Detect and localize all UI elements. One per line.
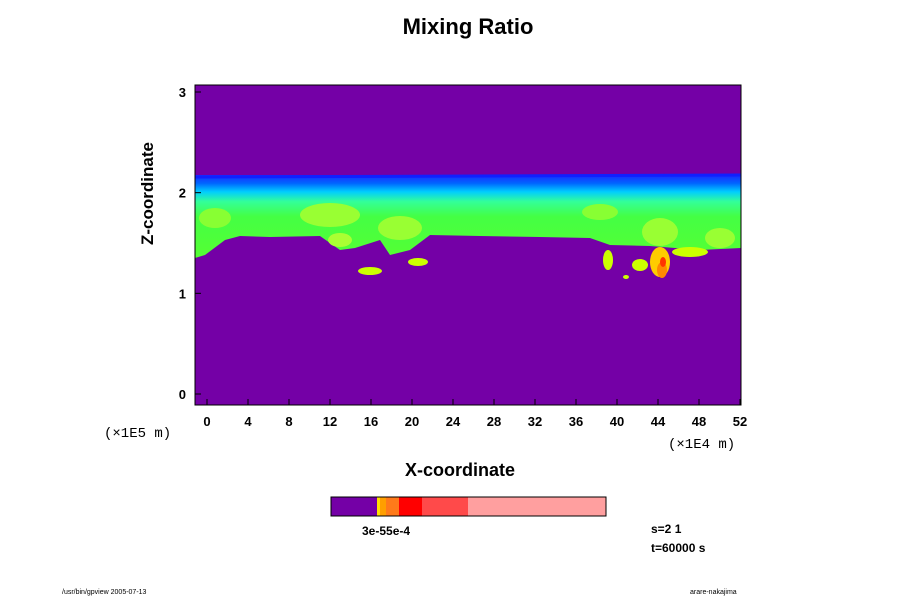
x-tick-label: 8 (285, 414, 292, 429)
colorbar-swatch (331, 497, 377, 516)
x-axis-ticks: 0 4 8 12 16 20 24 28 32 36 40 44 48 52 (203, 399, 747, 429)
x-tick-label: 12 (323, 414, 337, 429)
y-axis-label: Z-coordinate (138, 142, 157, 245)
x-tick-label: 16 (364, 414, 378, 429)
x-tick-label: 24 (446, 414, 461, 429)
x-tick-label: 28 (487, 414, 501, 429)
y-tick-label: 3 (179, 85, 186, 100)
chart-title: Mixing Ratio (402, 14, 534, 39)
colorbar-swatch (468, 497, 606, 516)
colorbar-swatch (377, 497, 380, 516)
x-tick-label: 20 (405, 414, 419, 429)
y-tick-label: 0 (179, 387, 186, 402)
colorbar (330, 496, 607, 517)
x-tick-label: 48 (692, 414, 706, 429)
colorbar-frame (330, 496, 607, 517)
plot-frame (194, 84, 742, 406)
x-unit-label: (×1E4 m) (668, 437, 736, 453)
y-axis-ticks: 0 1 2 3 (179, 85, 201, 402)
y-unit-label: (×1E5 m) (104, 426, 172, 442)
s-annotation: s=2 1 (651, 522, 682, 536)
x-tick-label: 32 (528, 414, 542, 429)
footer-right: arare-nakajima (690, 589, 737, 596)
y-tick-label: 2 (179, 186, 186, 201)
y-tick-label: 1 (179, 286, 186, 301)
colorbar-swatch (380, 497, 386, 516)
x-tick-label: 0 (203, 414, 210, 429)
colorbar-swatch (386, 497, 399, 516)
x-axis-label: X-coordinate (405, 460, 516, 480)
x-tick-label: 52 (733, 414, 747, 429)
x-tick-label: 4 (244, 414, 252, 429)
cloud-patches (199, 203, 735, 248)
colorbar-swatch (399, 497, 422, 516)
x-tick-label: 40 (610, 414, 624, 429)
x-tick-label: 44 (651, 414, 666, 429)
colorbar-swatch (422, 497, 468, 516)
t-annotation: t=60000 s (651, 541, 706, 555)
colorbar-label: 3e-55e-4 (362, 524, 411, 538)
footer-left: /usr/bin/gpview 2005-07-13 (62, 589, 147, 596)
x-tick-label: 36 (569, 414, 583, 429)
rain-patches (358, 247, 708, 279)
band-top-line (194, 173, 742, 179)
